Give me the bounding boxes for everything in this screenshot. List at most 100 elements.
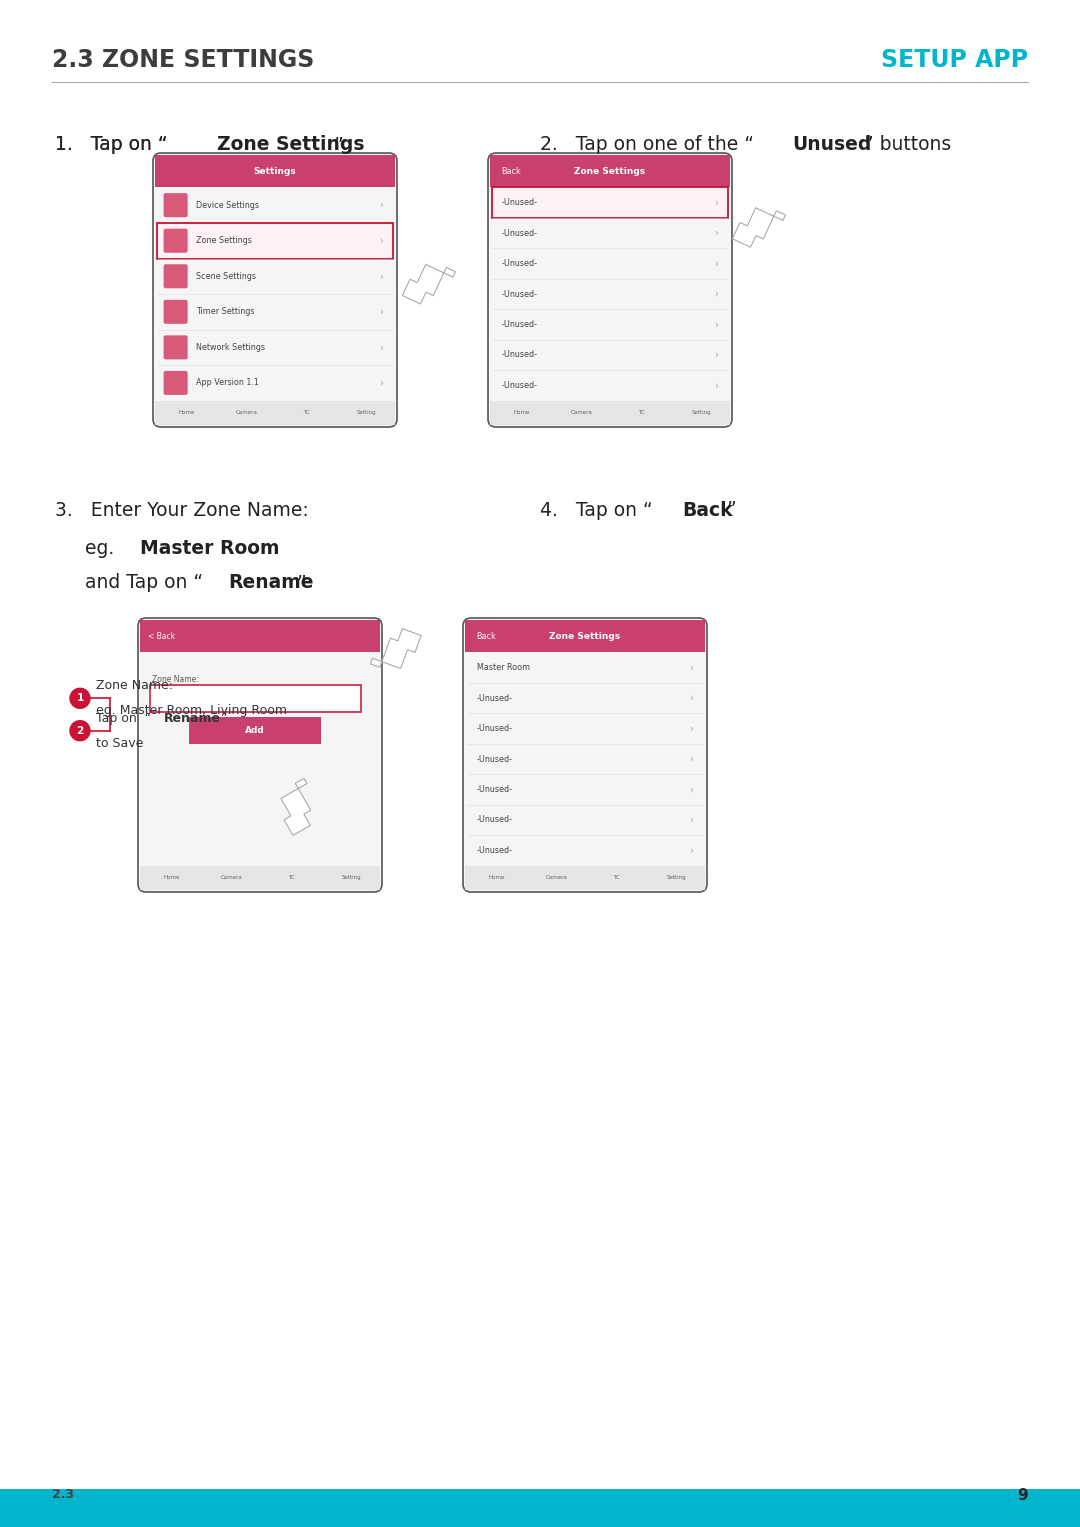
Text: Zone Settings: Zone Settings: [550, 632, 621, 641]
Text: Scene Settings: Scene Settings: [197, 272, 256, 281]
Text: -Unused-: -Unused-: [502, 351, 538, 359]
Text: -Unused-: -Unused-: [477, 693, 513, 702]
FancyBboxPatch shape: [163, 336, 188, 359]
Text: Back: Back: [476, 632, 497, 641]
Text: TC: TC: [302, 411, 310, 415]
Text: ”: ”: [333, 136, 342, 154]
Text: Unused: Unused: [792, 136, 872, 154]
Text: TC: TC: [638, 411, 645, 415]
Text: Home: Home: [513, 411, 529, 415]
Text: 1.   Tap on “: 1. Tap on “: [55, 136, 167, 154]
Text: Master Room: Master Room: [140, 539, 280, 557]
FancyBboxPatch shape: [163, 229, 188, 253]
FancyBboxPatch shape: [492, 188, 728, 218]
Text: SETUP APP: SETUP APP: [72, 1489, 149, 1501]
FancyBboxPatch shape: [163, 192, 188, 217]
Text: Zone Name:: Zone Name:: [152, 675, 199, 684]
Text: -Unused-: -Unused-: [477, 724, 513, 733]
Text: Setting: Setting: [356, 411, 376, 415]
Text: -Unused-: -Unused-: [477, 785, 513, 794]
Text: ›: ›: [689, 663, 692, 672]
FancyBboxPatch shape: [163, 299, 188, 324]
Text: ” buttons: ” buttons: [864, 136, 951, 154]
FancyBboxPatch shape: [163, 371, 188, 395]
Text: Setting: Setting: [666, 875, 686, 881]
FancyBboxPatch shape: [140, 620, 380, 652]
Text: Network Settings: Network Settings: [197, 344, 266, 351]
Text: Setting: Setting: [691, 411, 711, 415]
Text: Settings: Settings: [254, 166, 296, 176]
Text: 1: 1: [77, 693, 83, 704]
Text: < Back: < Back: [148, 632, 175, 641]
Text: 4.   Tap on “: 4. Tap on “: [540, 501, 652, 519]
Text: eg. Master Room, Living Room: eg. Master Room, Living Room: [96, 704, 287, 718]
FancyBboxPatch shape: [465, 866, 705, 890]
Text: ›: ›: [689, 815, 692, 825]
Text: ›: ›: [379, 200, 382, 211]
Text: Master Room: Master Room: [477, 663, 530, 672]
Text: -Unused-: -Unused-: [502, 229, 538, 238]
Text: Zone Name:: Zone Name:: [96, 680, 173, 692]
Text: ›: ›: [379, 377, 382, 388]
Text: Tap on  “: Tap on “: [96, 712, 151, 725]
Text: Timer Settings: Timer Settings: [197, 307, 255, 316]
Text: 9: 9: [1017, 1487, 1028, 1503]
Text: ›: ›: [689, 754, 692, 764]
FancyBboxPatch shape: [153, 153, 397, 428]
Text: ”: ”: [221, 712, 228, 725]
Text: ›: ›: [714, 350, 717, 360]
Text: ›: ›: [714, 289, 717, 299]
Text: TC: TC: [288, 875, 295, 881]
Text: TC: TC: [612, 875, 620, 881]
Text: Back: Back: [681, 501, 732, 519]
Text: Home: Home: [178, 411, 194, 415]
Text: 2.   Tap on one of the “: 2. Tap on one of the “: [540, 136, 754, 154]
FancyBboxPatch shape: [150, 684, 361, 712]
Text: -Unused-: -Unused-: [502, 380, 538, 389]
Text: ›: ›: [714, 258, 717, 269]
Text: Home: Home: [163, 875, 179, 881]
FancyBboxPatch shape: [490, 400, 730, 425]
Text: ›: ›: [379, 272, 382, 281]
Text: 1.   Tap on “: 1. Tap on “: [55, 136, 167, 154]
Text: ›: ›: [689, 724, 692, 733]
Text: Camera: Camera: [570, 411, 592, 415]
Text: ›: ›: [689, 846, 692, 855]
Text: -Unused-: -Unused-: [502, 321, 538, 328]
Text: -Unused-: -Unused-: [502, 199, 538, 208]
Text: Zone Settings: Zone Settings: [217, 136, 365, 154]
FancyBboxPatch shape: [488, 153, 732, 428]
Text: -Unused-: -Unused-: [502, 260, 538, 269]
Text: ›: ›: [714, 197, 717, 208]
Text: -Unused-: -Unused-: [477, 815, 513, 825]
Polygon shape: [281, 779, 311, 835]
Text: 2.3: 2.3: [52, 1489, 79, 1501]
FancyBboxPatch shape: [490, 156, 730, 188]
FancyBboxPatch shape: [156, 156, 395, 188]
Text: SETUP APP: SETUP APP: [881, 47, 1028, 72]
Text: ”: ”: [726, 501, 735, 519]
Text: Back: Back: [502, 166, 522, 176]
Text: Camera: Camera: [235, 411, 257, 415]
Text: ›: ›: [714, 380, 717, 391]
Text: Rename: Rename: [164, 712, 221, 725]
Text: App Version 1.1: App Version 1.1: [197, 379, 259, 388]
Text: 3.   Enter Your Zone Name:: 3. Enter Your Zone Name:: [55, 501, 309, 519]
Text: 2: 2: [77, 725, 83, 736]
Bar: [0, 1489, 1080, 1527]
FancyBboxPatch shape: [138, 618, 382, 892]
Circle shape: [70, 721, 90, 741]
Polygon shape: [370, 629, 421, 669]
Text: 2.3 ZONE SETTINGS: 2.3 ZONE SETTINGS: [52, 47, 314, 72]
Text: -Unused-: -Unused-: [477, 846, 513, 855]
Text: -Unused-: -Unused-: [502, 290, 538, 299]
Text: Home: Home: [488, 875, 504, 881]
Text: Camera: Camera: [545, 875, 567, 881]
FancyBboxPatch shape: [157, 223, 393, 258]
Text: Setting: Setting: [341, 875, 361, 881]
Text: ›: ›: [714, 319, 717, 330]
FancyBboxPatch shape: [156, 400, 395, 425]
Text: and Tap on “: and Tap on “: [55, 574, 203, 592]
FancyBboxPatch shape: [140, 866, 380, 890]
Text: ›: ›: [714, 228, 717, 238]
